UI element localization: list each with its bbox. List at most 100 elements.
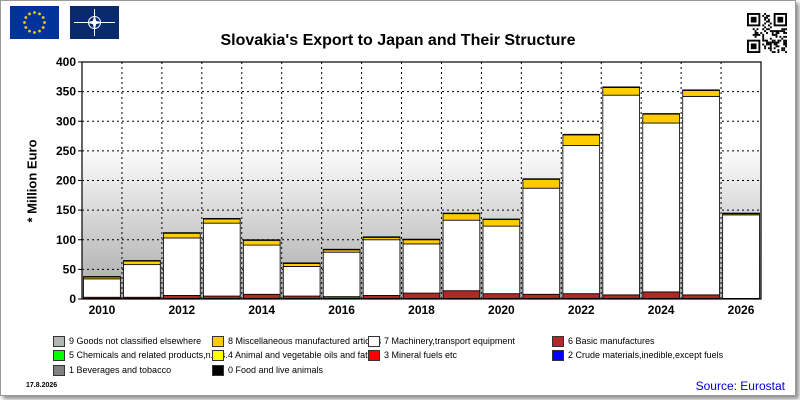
bar-segment: [522, 187, 561, 295]
bar-segment: [602, 86, 640, 88]
legend-item: 1 Beverages and tobacco: [53, 364, 171, 377]
bar-segment: [242, 293, 281, 299]
bar-segment: [83, 278, 121, 298]
bar-segment: [362, 239, 401, 296]
legend-label: 7 Machinery,transport equipment: [384, 336, 515, 346]
legend-item: 6 Basic manufactures: [552, 335, 655, 348]
chart-plot: 0 50 100 150 200 250 300 350 400 2010 2012 2014 2016…: [56, 55, 762, 317]
bar-segment: [602, 94, 640, 296]
bar-segment: [203, 222, 241, 297]
y-tick-label: 350: [56, 85, 76, 99]
bar-segment: [562, 134, 601, 146]
bar-segment: [402, 238, 441, 241]
legend-label: 0 Food and live animals: [228, 365, 324, 375]
legend-label: 4 Animal and vegetable oils and fats: [228, 350, 373, 360]
legend-label: 9 Goods not classified elsewhere: [69, 336, 202, 346]
y-tick-label: 100: [56, 233, 76, 247]
bar-segment: [682, 294, 720, 299]
bar-segment: [442, 213, 481, 221]
x-tick-label: 2012: [169, 303, 196, 317]
qr-code-icon: [747, 13, 787, 58]
x-tick-label: 2018: [408, 303, 435, 317]
y-tick-label: 400: [56, 55, 76, 69]
legend-swatch: [368, 350, 380, 362]
bar-segment: [522, 178, 561, 180]
legend-label: 2 Crude materials,inedible,except fuels: [568, 350, 724, 360]
bar-segment: [163, 295, 201, 299]
bar-segment: [602, 294, 640, 299]
legend-item: 2 Crude materials,inedible,except fuels: [552, 349, 724, 362]
x-tick-label: 2016: [328, 303, 355, 317]
y-tick-label: 300: [56, 114, 76, 128]
bar-segment: [163, 232, 201, 234]
eu-flag-icon: [10, 6, 59, 39]
y-tick-label: 250: [56, 144, 76, 158]
bar-segment: [522, 178, 561, 189]
legend-label: 3 Mineral fuels etc: [384, 350, 458, 360]
chart-title: Slovakia's Export to Japan and Their Str…: [220, 32, 576, 49]
bar-segment: [322, 251, 361, 298]
x-tick-label: 2024: [648, 303, 675, 317]
bar-segment: [402, 239, 441, 245]
bar-segment: [282, 266, 321, 297]
bar-segment: [442, 290, 481, 299]
bar-segment: [522, 293, 561, 299]
legend-label: 8 Miscellaneous manufactured articles: [228, 336, 382, 346]
bar-segment: [163, 237, 201, 296]
legend-swatch: [552, 336, 564, 348]
bar-segment: [123, 260, 161, 262]
legend-item: 0 Food and live animals: [212, 364, 324, 377]
y-axis-label: * Million Euro: [24, 139, 40, 223]
bar-segment: [602, 87, 640, 96]
bar-segment: [123, 260, 161, 266]
bar-segment: [362, 236, 401, 238]
x-tick-label: 2020: [488, 303, 515, 317]
legend-label: 6 Basic manufactures: [568, 336, 655, 346]
bar-segment: [682, 90, 720, 97]
bar-segment: [642, 122, 680, 293]
x-tick-label: 2022: [568, 303, 595, 317]
legend-swatch: [552, 350, 564, 362]
bar-segment: [402, 243, 441, 294]
legend-item: 7 Machinery,transport equipment: [368, 335, 515, 348]
bar-segment: [163, 232, 201, 239]
legend-swatch: [212, 350, 224, 362]
x-tick-label: 2026: [728, 303, 755, 317]
bar-segment: [642, 113, 680, 115]
legend-item: 8 Miscellaneous manufactured articles: [212, 335, 382, 348]
bar-segment: [442, 219, 481, 292]
bar-segment: [282, 262, 321, 264]
bar-segment: [682, 89, 720, 91]
bar-segment: [242, 239, 281, 246]
bar-segment: [402, 292, 441, 299]
legend-item: 3 Mineral fuels etc: [368, 349, 458, 362]
legend-item: 5 Chemicals and related products,n.e.s.: [53, 349, 228, 362]
bar-segment: [722, 212, 760, 215]
bar-segment: [562, 133, 601, 136]
bar-segment: [722, 214, 760, 299]
nato-flag-icon: [70, 6, 119, 39]
legend-item: 9 Goods not classified elsewhere: [53, 335, 202, 348]
bar-segment: [562, 145, 601, 295]
legend-swatch: [53, 350, 65, 362]
bar-segment: [123, 264, 161, 298]
bar-segment: [282, 263, 321, 267]
bar-segment: [482, 218, 521, 221]
bar-segment: [242, 239, 281, 241]
y-tick-label: 0: [69, 292, 76, 306]
source-label: Source: Eurostat: [695, 379, 785, 393]
bar-segment: [242, 244, 281, 295]
bar-segment: [682, 95, 720, 296]
bar-segment: [562, 293, 601, 299]
bar-segment: [482, 219, 521, 227]
legend-swatch: [212, 365, 224, 377]
legend-swatch: [368, 336, 380, 348]
bar-segment: [322, 248, 361, 251]
date-stamp: 17.8.2026: [26, 382, 58, 389]
bar-segment: [203, 218, 241, 220]
bar-segment: [642, 113, 680, 124]
legend-swatch: [53, 336, 65, 348]
legend-label: 5 Chemicals and related products,n.e.s.: [69, 350, 228, 360]
legend-swatch: [53, 365, 65, 377]
